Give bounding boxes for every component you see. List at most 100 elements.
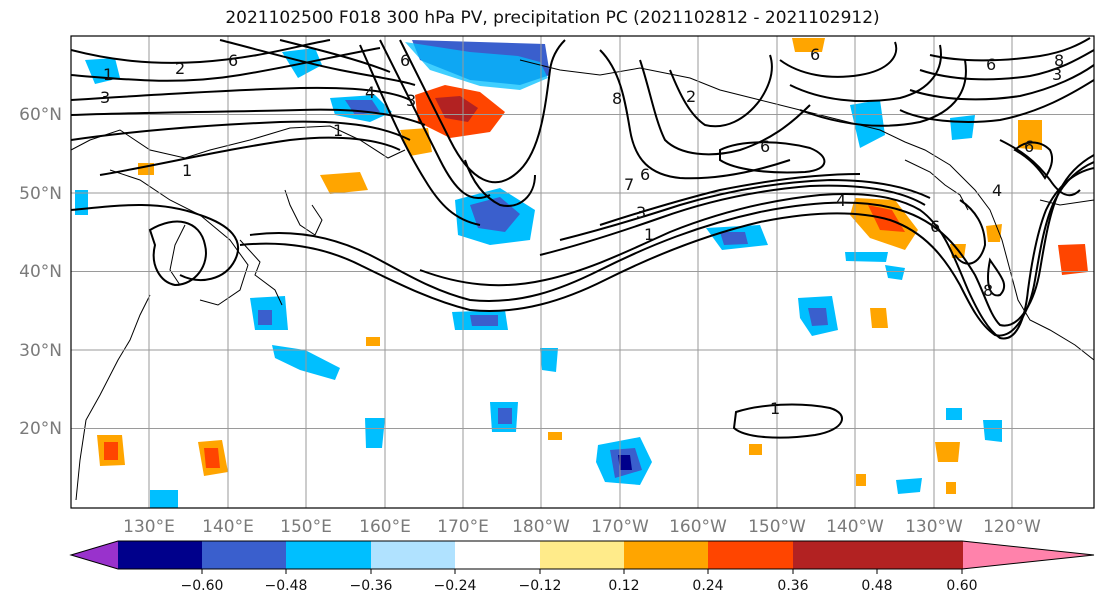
pv-contour-label: 3 [1052, 65, 1062, 84]
precip-anomaly-blob [618, 455, 632, 470]
precip-anomaly-blob [258, 310, 272, 325]
colorbar-tick-label: 0.36 [777, 578, 808, 594]
precip-anomaly-blob [498, 408, 512, 424]
pv-contour-label: 8 [983, 281, 993, 300]
precip-anomaly-blob [366, 337, 380, 346]
colorbar: −0.60 −0.48 −0.36 −0.24 −0.12 0.12 0.24 … [69, 540, 1095, 594]
pv-contour-label: 3 [406, 91, 416, 110]
pv-contour-label: 6 [760, 137, 770, 156]
colorbar-tick-label: 0.24 [692, 578, 723, 594]
precip-anomaly-blob [870, 308, 888, 328]
lon-tick-label: 150°W [748, 517, 806, 537]
pv-contour-label: 2 [175, 59, 185, 78]
precip-anomaly-blob [856, 474, 866, 486]
precip-anomaly-blob [1058, 244, 1088, 275]
pv-contour-label: 6 [228, 51, 238, 70]
pv-contour-label: 3 [100, 88, 110, 107]
map-frame [70, 35, 1095, 509]
precip-anomaly-blob [435, 96, 478, 122]
lon-tick-label: 130°E [123, 517, 175, 537]
pv-contour-label: 1 [770, 399, 780, 418]
colorbar-tick-label: −0.24 [434, 578, 477, 594]
colorbar-tick-label: −0.12 [519, 578, 562, 594]
colorbar-extend-high [962, 541, 1094, 569]
lon-tick-label: 140°E [202, 517, 254, 537]
colorbar-segment [202, 541, 287, 569]
map-title: 2021102500 F018 300 hPa PV, precipitatio… [225, 8, 880, 28]
lon-tick-label: 150°E [280, 517, 332, 537]
latitude-axis: 20°N 30°N 40°N 50°N 60°N [19, 105, 62, 439]
pv-contour-label: 6 [1024, 137, 1034, 156]
precip-anomaly-blob [808, 308, 828, 326]
precip-anomaly-blob [320, 172, 368, 194]
precip-anomaly-blob [946, 408, 962, 420]
precip-anomaly-blob [983, 420, 1002, 442]
colorbar-tick-label: −0.60 [181, 578, 224, 594]
precip-anomaly-blob [896, 478, 922, 494]
lat-tick-label: 20°N [19, 419, 62, 439]
precip-anomaly-blob [950, 115, 975, 140]
pv-contour-label: 6 [930, 217, 940, 236]
lon-tick-label: 160°W [669, 517, 727, 537]
precip-anomaly-blob [365, 418, 385, 448]
colorbar-tick-label: −0.36 [350, 578, 393, 594]
colorbar-tick-label: −0.48 [265, 578, 308, 594]
colorbar-tick-label: 0.48 [861, 578, 892, 594]
pv-contour-labels: 1 3 2 6 1 1 4 6 3 6 6 6 7 8 2 3 1 4 6 4 … [100, 45, 1064, 418]
colorbar-tick-label: 0.60 [946, 578, 977, 594]
colorbar-segment [540, 541, 625, 569]
pv-contour-label: 6 [400, 51, 410, 70]
lon-tick-label: 180°W [512, 517, 570, 537]
pv-contour-label: 6 [986, 55, 996, 74]
lat-tick-label: 50°N [19, 184, 62, 204]
pv-contour-label: 1 [103, 65, 113, 84]
colorbar-tick-label: 0.12 [608, 578, 639, 594]
precip-anomaly-blob [885, 265, 905, 280]
precip-anomaly-blob [946, 482, 956, 494]
lon-tick-label: 170°W [591, 517, 649, 537]
colorbar-ticks [201, 569, 963, 574]
lon-tick-label: 120°W [983, 517, 1041, 537]
colorbar-segment [371, 541, 456, 569]
colorbar-segment [793, 541, 878, 569]
lat-tick-label: 40°N [19, 262, 62, 282]
pv-contour-label: 6 [810, 45, 820, 64]
precip-anomaly-blob [104, 442, 118, 460]
precip-anomaly-blob [850, 100, 885, 148]
lat-tick-label: 30°N [19, 341, 62, 361]
pv-contour-label: 3 [636, 203, 646, 222]
colorbar-segment [286, 541, 371, 569]
lon-tick-label: 160°E [359, 517, 411, 537]
pv-contour-label: 4 [836, 191, 846, 210]
pv-contour-label: 1 [644, 225, 654, 244]
colorbar-segment [708, 541, 793, 569]
precip-anomaly-blob [150, 490, 178, 508]
precip-anomaly-blob [720, 232, 748, 245]
pv-contour-label: 1 [182, 161, 192, 180]
precip-anomaly-blob [548, 432, 562, 440]
precip-anomaly-blob [749, 444, 762, 455]
pv-contour-label: 2 [686, 87, 696, 106]
precip-anomaly-blob [845, 252, 888, 262]
colorbar-segment [624, 541, 709, 569]
pv-contour-label: 4 [992, 181, 1002, 200]
pv-contour-label: 1 [333, 121, 343, 140]
colorbar-extend-low [71, 541, 118, 569]
lon-tick-label: 140°W [826, 517, 884, 537]
lon-tick-label: 170°E [437, 517, 489, 537]
pv-contour-label: 8 [1054, 51, 1064, 70]
precip-anomaly-blob [204, 448, 220, 468]
colorbar-segment [455, 541, 540, 569]
pv-contour-label: 6 [640, 165, 650, 184]
precip-anomaly-blob [540, 348, 558, 372]
pv-contours [71, 37, 1094, 439]
precip-anomaly-blob [405, 42, 548, 90]
precip-anomaly-blob [935, 442, 960, 462]
colorbar-segment [877, 541, 963, 569]
pv-contour-label: 7 [624, 175, 634, 194]
pv-contour-label: 4 [365, 83, 375, 102]
precip-anomaly-blob [792, 38, 825, 52]
precip-anomaly-blob [986, 224, 1002, 242]
longitude-axis: 130°E 140°E 150°E 160°E 170°E 180°W 170°… [123, 517, 1041, 537]
